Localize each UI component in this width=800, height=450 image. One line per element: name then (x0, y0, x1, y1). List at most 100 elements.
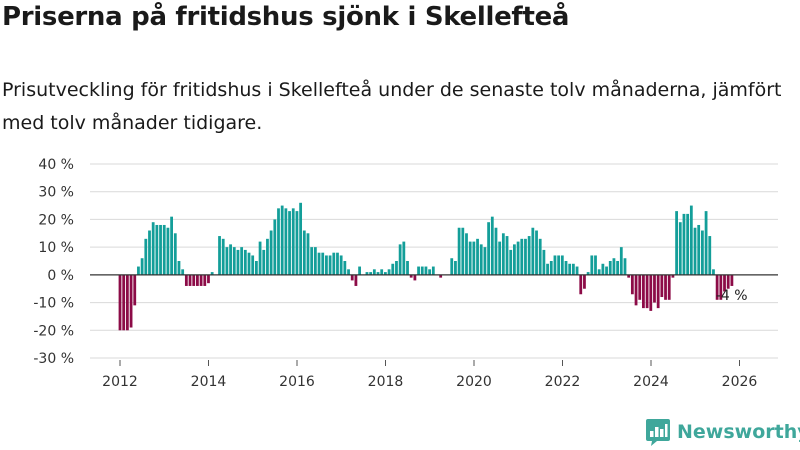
y-tick-label: -20 % (33, 323, 74, 339)
bar (586, 272, 590, 275)
bar (184, 274, 188, 286)
bar (601, 263, 605, 275)
bar (210, 272, 214, 275)
bar (439, 274, 443, 278)
bar (188, 274, 192, 286)
bar (675, 211, 678, 275)
bar (730, 274, 734, 286)
bar (542, 249, 546, 275)
bar (325, 255, 328, 275)
bar (678, 222, 682, 275)
bar (273, 219, 277, 275)
bar (571, 263, 575, 275)
bar (140, 258, 144, 275)
bar (328, 255, 332, 275)
bar (560, 255, 564, 275)
bar (166, 227, 170, 275)
bar (402, 241, 406, 275)
bar (358, 266, 361, 275)
bar (509, 249, 513, 275)
bar (653, 274, 656, 303)
bar (619, 247, 623, 275)
bar (395, 261, 398, 275)
bar (612, 258, 616, 275)
y-tick-label: -10 % (33, 296, 74, 312)
bar (313, 247, 317, 275)
bar (159, 224, 162, 275)
bar (162, 224, 166, 275)
bar (229, 244, 232, 275)
bar (347, 269, 350, 275)
bar (546, 263, 549, 275)
bar (398, 244, 402, 275)
bar (472, 241, 476, 275)
bar (247, 252, 251, 275)
x-tick-label: 2018 (368, 374, 404, 390)
x-tick-label: 2026 (722, 374, 758, 390)
bar (343, 261, 347, 275)
bar (295, 211, 299, 275)
bar (380, 269, 384, 275)
bar (240, 247, 244, 275)
brand-name: Newsworthy (677, 421, 800, 443)
bar (207, 274, 210, 284)
bar (483, 247, 487, 275)
bar (225, 247, 229, 275)
bar (638, 274, 642, 300)
bar (291, 208, 295, 275)
bar (553, 255, 557, 275)
bar (693, 227, 697, 275)
bar (428, 269, 432, 275)
bar (254, 261, 258, 275)
bar (660, 274, 664, 298)
y-tick-label: 10 % (38, 240, 74, 256)
x-axis: 2012 2014 2016 2018 2020 2022 2024 2026 (102, 360, 757, 390)
bar (170, 216, 173, 275)
bar (258, 241, 262, 275)
bar (682, 213, 686, 275)
bar (704, 211, 708, 275)
bar (181, 269, 185, 275)
bar (708, 236, 712, 275)
bar (417, 266, 420, 275)
bar (133, 274, 137, 306)
bar (299, 202, 303, 275)
bar (129, 274, 133, 328)
chart-subtitle: Prisutveckling för fritidshus i Skelleft… (2, 79, 782, 134)
bar (409, 274, 413, 278)
bar (284, 208, 288, 275)
bar (575, 266, 579, 275)
bar (236, 249, 240, 275)
bar (232, 247, 236, 275)
bar (199, 274, 203, 286)
bar (642, 274, 645, 309)
bar (251, 255, 255, 275)
bar (726, 274, 730, 289)
bar (667, 274, 671, 300)
bar (649, 274, 653, 311)
bar (125, 274, 129, 331)
bar (671, 274, 675, 278)
y-tick-label: 30 % (38, 185, 74, 201)
bar (568, 263, 572, 275)
bar (535, 230, 538, 275)
bar (583, 274, 586, 289)
bar (269, 230, 273, 275)
bar (501, 233, 505, 275)
bar (376, 272, 380, 275)
bar (350, 274, 354, 281)
bar (712, 269, 715, 275)
bar (203, 274, 207, 286)
bar (196, 274, 199, 286)
bar (137, 266, 140, 275)
bar (354, 274, 358, 286)
bars (118, 202, 734, 331)
bar (498, 241, 502, 275)
bar (697, 224, 701, 275)
x-tick-label: 2022 (545, 374, 581, 390)
newsworthy-logo: Newsworthy (645, 418, 800, 446)
bar (192, 274, 196, 286)
bar (723, 274, 726, 292)
bar (266, 238, 269, 275)
